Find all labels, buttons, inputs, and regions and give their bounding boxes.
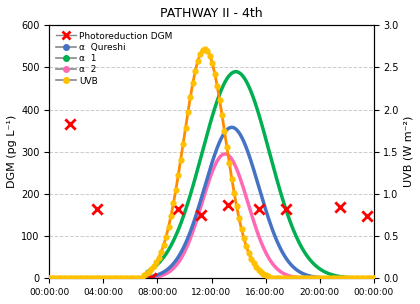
Point (197, 212, 204, 217)
Point (147, 276, 154, 281)
Point (255, 206, 262, 211)
Point (336, 204, 343, 209)
Legend: Photoreduction DGM, α  Qureshi, α  1, α  2, UVB: Photoreduction DGM, α Qureshi, α 1, α 2,… (54, 30, 174, 88)
Y-axis label: DGM (pg L⁻¹): DGM (pg L⁻¹) (7, 115, 17, 188)
Point (364, 213, 370, 218)
Title: PATHWAY II - 4th: PATHWAY II - 4th (160, 7, 263, 20)
Point (66, 122, 73, 127)
Point (224, 202, 231, 207)
Point (174, 206, 181, 211)
Y-axis label: UVB (W m⁻²): UVB (W m⁻²) (403, 116, 413, 188)
Point (93, 206, 100, 211)
Point (283, 206, 289, 211)
